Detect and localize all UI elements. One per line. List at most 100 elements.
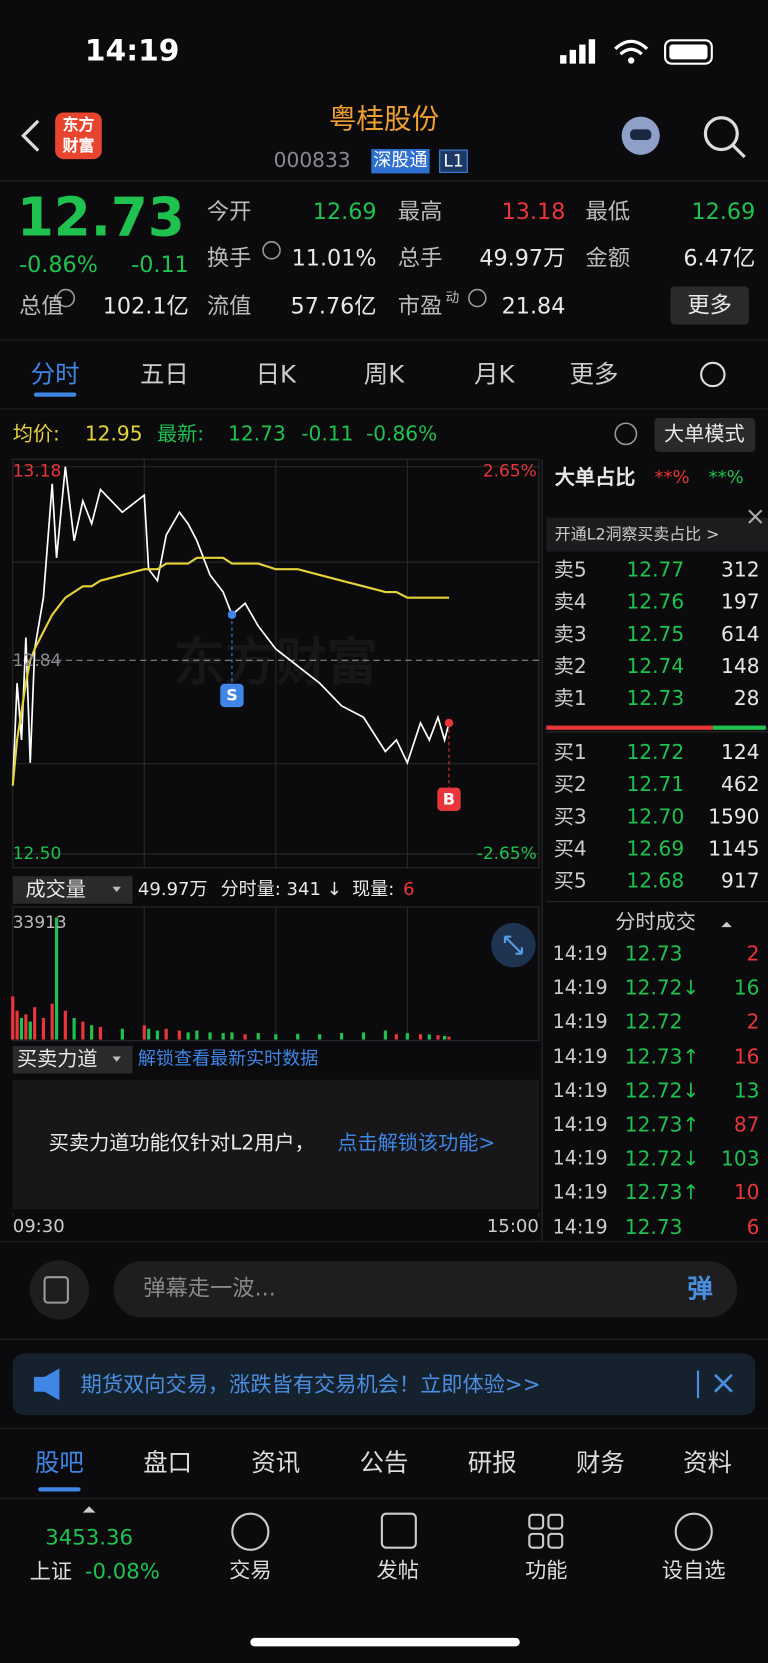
l2-banner-bg[interactable] [546, 517, 768, 552]
tab[interactable]: 周K [363, 361, 405, 389]
field-label: 市盈 [397, 293, 443, 319]
field-label: 流值 [206, 293, 252, 319]
help-icon[interactable] [614, 422, 638, 446]
bottom-tab[interactable]: 财务 [575, 1449, 625, 1478]
volume-label-bg[interactable] [12, 876, 133, 904]
trade-price: 12.73↑ [624, 1181, 700, 1205]
trade-icon[interactable] [231, 1512, 270, 1551]
bottom-tab[interactable]: 资讯 [251, 1449, 301, 1478]
back-icon[interactable] [21, 119, 40, 152]
volume-bar [142, 1025, 146, 1040]
divider [0, 180, 768, 182]
battery-icon [669, 44, 708, 60]
expand-icon [503, 935, 523, 955]
trade-volume: 87 [733, 1113, 760, 1137]
volume-bar [361, 1032, 366, 1040]
book-price: 12.73 [626, 687, 685, 711]
tab[interactable]: 分时 [30, 361, 80, 389]
mode-button[interactable]: 大单模式 [664, 422, 745, 447]
ad-text[interactable]: 期货双向交易，涨跌皆有交易机会！立即体验>> [80, 1371, 541, 1398]
tab[interactable]: 五日 [140, 361, 189, 389]
trade-time: 14:19 [552, 1011, 608, 1034]
annotation-label: S [226, 685, 238, 705]
volume-bar [339, 1033, 344, 1040]
trade-time: 14:19 [552, 1147, 608, 1171]
divider [0, 408, 768, 410]
y2-tick-label: -2.65% [476, 843, 537, 864]
volume-bar [11, 996, 15, 1040]
book-price: 12.68 [626, 869, 685, 893]
nav-item[interactable]: 发帖 [376, 1557, 420, 1583]
volume-bar [120, 1028, 124, 1040]
search-icon[interactable] [703, 116, 739, 152]
volume-bar [90, 1025, 94, 1040]
search-icon[interactable] [731, 144, 746, 159]
trade-time: 14:19 [552, 1216, 608, 1239]
volume-bar [296, 1033, 300, 1040]
book-label: 买1 [553, 740, 587, 765]
force-unlock[interactable]: 解锁查看最新实时数据 [137, 1048, 319, 1070]
nav-item[interactable]: 功能 [525, 1557, 568, 1583]
orderbook-title: 大单占比 [554, 466, 636, 490]
field-value: 12.69 [691, 198, 756, 225]
nav-item[interactable]: 交易 [229, 1557, 272, 1583]
volume-total: 49.97万 [137, 878, 208, 901]
danmu-input[interactable] [113, 1261, 738, 1318]
mode-button-bg[interactable] [654, 417, 756, 452]
ad-banner[interactable] [12, 1353, 756, 1416]
close-icon[interactable] [748, 509, 763, 524]
danmu-button[interactable]: 弹 [687, 1273, 713, 1304]
trade-time: 14:19 [552, 943, 608, 966]
stock-title: 粤桂股份 [328, 103, 440, 136]
speaker-icon [33, 1368, 60, 1401]
danmu-icon-bg[interactable] [29, 1260, 90, 1320]
latest-change: -0.11 [301, 422, 354, 447]
up-arrow [82, 1506, 96, 1513]
settings-icon[interactable] [700, 361, 726, 388]
volume-bar [256, 1033, 260, 1040]
trade-volume: 2 [746, 942, 760, 966]
trade-volume: 103 [721, 1147, 760, 1171]
latest-label: 最新: [156, 422, 205, 447]
force-link[interactable]: 点击解锁该功能> [337, 1131, 496, 1155]
post-icon[interactable] [380, 1512, 417, 1549]
now-label: 现量: [352, 878, 395, 901]
home-indicator [250, 1637, 520, 1647]
now-value: 6 [403, 878, 415, 901]
signal-icon [560, 55, 567, 64]
bottom-tab[interactable]: 研报 [467, 1449, 517, 1478]
bottom-tab[interactable]: 股吧 [35, 1449, 84, 1478]
more-button[interactable]: 更多 [687, 292, 732, 318]
price-line [11, 466, 450, 786]
close-icon[interactable] [714, 1373, 733, 1393]
annotation-dot [227, 610, 237, 620]
tab[interactable]: 月K [474, 361, 515, 389]
book-price: 12.69 [626, 837, 685, 861]
status-time: 14:19 [84, 32, 180, 68]
more-button-bg[interactable] [670, 286, 749, 325]
tab[interactable]: 日K [255, 361, 297, 389]
danmu-placeholder[interactable]: 弹幕走一波... [143, 1275, 276, 1302]
tab[interactable]: 更多 [569, 361, 619, 389]
tab-underline [33, 392, 77, 397]
bottom-tab[interactable]: 公告 [359, 1449, 409, 1478]
volume-bar [274, 1034, 278, 1040]
x-tick-label: 15:00 [486, 1216, 539, 1238]
bottom-tab[interactable]: 资料 [683, 1449, 732, 1478]
divider [0, 339, 768, 341]
trade-time: 14:19 [552, 1113, 608, 1137]
l2-banner[interactable]: 开通L2洞察买卖占比 > [554, 524, 720, 544]
avatar-icon [630, 129, 652, 141]
force-label-bg[interactable] [12, 1045, 133, 1074]
bottom-tab[interactable]: 盘口 [143, 1449, 192, 1478]
volume-label[interactable]: 成交量 [25, 877, 86, 902]
nav-item[interactable]: 设自选 [661, 1557, 726, 1583]
book-volume: 614 [721, 622, 760, 647]
volume-bar [155, 1030, 160, 1040]
avg-line [11, 556, 450, 786]
function-icon[interactable] [528, 1513, 564, 1549]
force-label[interactable]: 买卖力道 [16, 1047, 98, 1071]
trade-time: 14:19 [552, 1079, 608, 1102]
watchlist-icon[interactable] [674, 1512, 713, 1551]
